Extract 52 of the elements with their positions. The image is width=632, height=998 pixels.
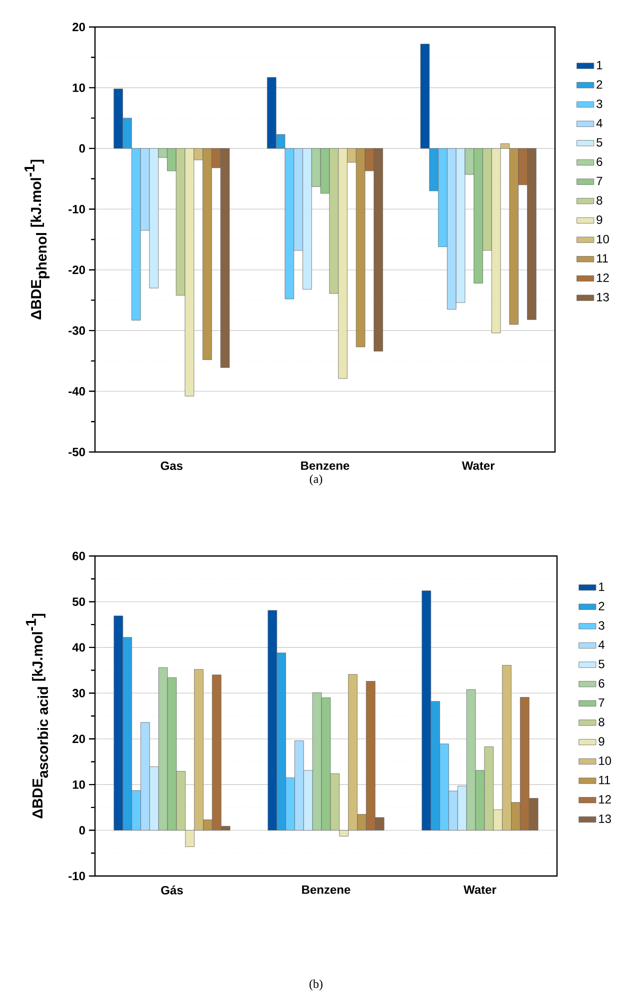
legend-label: 10 [599,756,612,766]
y-tick-label: 0 [79,826,85,835]
x-tick-label: Gás [161,886,183,894]
y-tick-label: 0 [79,144,85,153]
legend-label: 11 [599,776,610,784]
legend-label: 3 [598,621,604,630]
x-tick-label: Water [464,886,496,894]
legend-label: 9 [598,737,604,746]
legend-label: 7 [598,698,604,707]
y-tick-label: -10 [68,204,85,214]
y-tick-label: -40 [68,387,85,396]
legend-label: 11 [596,254,608,263]
y-tick-label: 60 [72,552,85,560]
y-tick-label: 10 [72,83,85,92]
legend-label: 12 [599,795,611,804]
legend-label: 6 [596,157,602,166]
legend-label: 5 [598,660,604,668]
y-tick-label: 40 [72,643,85,652]
legend-label: 3 [596,100,602,108]
text: (a) [310,474,322,486]
legend-label: 9 [596,215,602,224]
x-tick-label: Water [462,462,495,470]
y-tick-label: -50 [68,448,85,456]
y-tick-label: 10 [72,780,85,789]
legend-label: 2 [598,602,604,610]
legend-label: 13 [596,292,609,302]
y-tick-label: -30 [68,326,85,335]
y-tick-label: -10 [68,872,85,880]
y-tick-label: 20 [72,734,85,744]
legend-label: 7 [596,176,602,186]
legend-label: 1 [599,582,604,591]
y-tick-label: 50 [72,597,85,606]
x-tick-label: Benzene [302,886,350,894]
legend-label: 2 [596,80,602,89]
x-tick-label: Gas [160,462,183,470]
legend-label: 10 [596,234,609,244]
y-tick-label: 20 [72,22,85,32]
legend-label: 12 [596,274,609,282]
legend-label: 8 [598,718,604,726]
y-axis-title: $\mbox{ΔBDE}_{\mbox{phenol}}\ \mbox{[kJ.mol}^{\mbox{-1}}\mbox{]}$ [24,160,50,320]
legend-label: 4 [598,640,604,649]
text: (b) [310,980,322,990]
legend-label: 8 [596,196,602,205]
legend-label: 13 [599,814,611,824]
legend-label: 4 [596,118,602,128]
legend-label: 1 [596,60,602,70]
legend-label: 5 [596,138,602,147]
x-tick-label: Benzene [301,462,350,470]
y-tick-label: -20 [68,266,85,274]
y-axis-title: $\mbox{ΔBDE}_{\mbox{ascorbic acid}}\ \mbox{[kJ.mol}^{\mbox{-1}}\mbox{]}$ [26,614,48,818]
y-tick-label: 30 [72,688,85,698]
legend-label: 6 [598,679,604,688]
